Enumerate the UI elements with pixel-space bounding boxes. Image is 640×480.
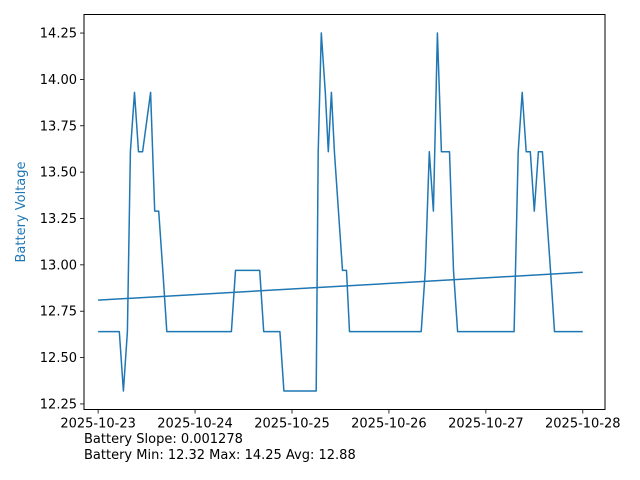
x-tick-label: 2025-10-24 [157, 417, 233, 432]
y-tick-label: 13.75 [40, 119, 77, 134]
battery-trend-line [98, 271, 583, 301]
x-tick-label: 2025-10-28 [545, 417, 621, 432]
battery-voltage-line [98, 32, 583, 392]
y-tick-label: 12.75 [40, 305, 77, 320]
battery-min-max-avg-text: Battery Min: 12.32 Max: 14.25 Avg: 12.88 [84, 448, 356, 463]
y-axis: 12.25 12.50 12.75 13.00 13.25 13.50 13.75 14.00… [40, 27, 84, 412]
plot-area [98, 32, 583, 392]
x-tick-label: 2025-10-27 [448, 417, 524, 432]
y-tick-label: 14.25 [40, 27, 77, 42]
x-tick-label: 2025-10-26 [351, 417, 427, 432]
y-tick-label: 13.25 [40, 212, 77, 227]
axes-frame [83, 14, 606, 410]
battery-slope-text: Battery Slope: 0.001278 [84, 432, 243, 447]
x-tick-label: 2025-10-25 [254, 417, 330, 432]
y-tick-label: 14.00 [40, 73, 77, 88]
y-tick-label: 13.00 [40, 258, 77, 273]
x-axis: 2025-10-23 2025-10-24 2025-10-25 2025-10-26… [60, 409, 621, 432]
y-tick-label: 12.50 [40, 351, 77, 366]
y-axis-label: Battery Voltage [14, 161, 29, 262]
x-tick-label: 2025-10-23 [60, 417, 136, 432]
y-tick-label: 12.25 [40, 397, 77, 412]
y-tick-label: 13.50 [40, 166, 77, 181]
